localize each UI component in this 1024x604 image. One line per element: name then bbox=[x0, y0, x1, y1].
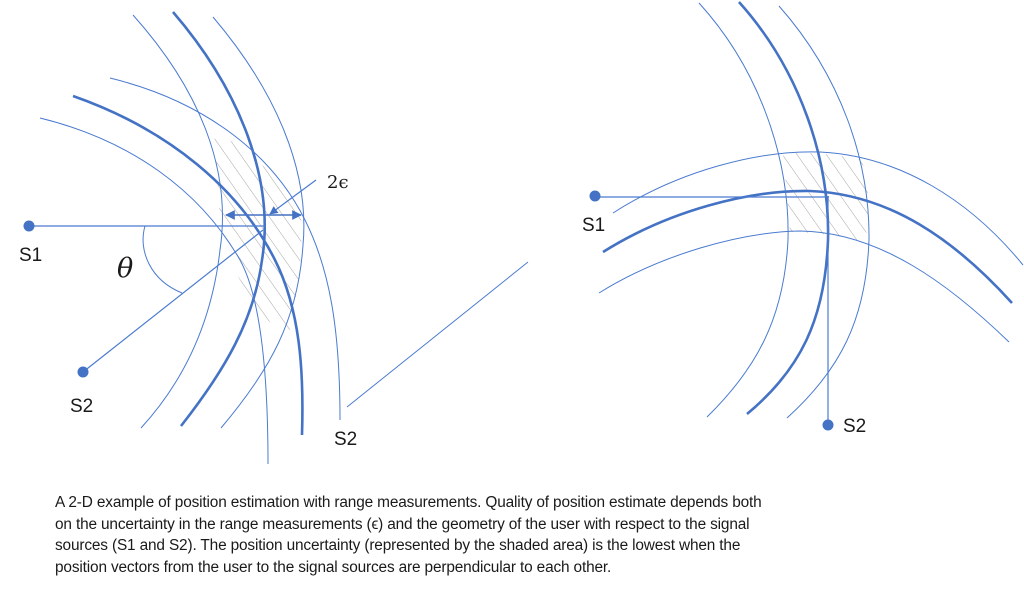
right-s1-label: S1 bbox=[582, 215, 606, 236]
caption-line: A 2-D example of position estimation wit… bbox=[55, 494, 762, 511]
left-s2-inner-arc bbox=[39, 117, 269, 465]
right-s1-lower-arc bbox=[598, 230, 1010, 343]
two-epsilon-pointer bbox=[269, 179, 317, 215]
left-s2-label: S2 bbox=[70, 396, 94, 417]
left-s2-range-arc bbox=[72, 94, 304, 436]
right-geometry-diagram bbox=[589, 1, 1024, 431]
right-s2-dot bbox=[822, 419, 834, 431]
range-geometry-figure bbox=[23, 1, 1024, 465]
left-s1-inner-arc bbox=[132, 14, 223, 429]
connector-line bbox=[346, 261, 529, 408]
left-s1-outer-arc bbox=[212, 16, 305, 429]
right-s1-upper-arc bbox=[612, 151, 1024, 266]
caption-line: on the uncertainty in the range measurem… bbox=[55, 515, 750, 533]
left-s2-outer-arc bbox=[109, 77, 341, 421]
right-s2-label: S2 bbox=[843, 416, 867, 437]
left-geometry-diagram bbox=[23, 11, 341, 465]
caption-line: sources (S1 and S2). The position uncert… bbox=[55, 537, 741, 555]
right-s1-dot bbox=[589, 190, 601, 202]
figure-caption: A 2-D example of position estimation wit… bbox=[55, 492, 985, 578]
left-s2-vector bbox=[82, 229, 264, 373]
theta-label: θ bbox=[117, 253, 134, 284]
right-s1-range-arc bbox=[602, 189, 1013, 304]
caption-line: position vectors from the user to the si… bbox=[55, 558, 612, 576]
left-s1-label: S1 bbox=[19, 245, 43, 266]
left-s1-dot bbox=[23, 220, 35, 232]
two-epsilon-label: 2ϵ bbox=[327, 172, 349, 193]
theta-arc bbox=[142, 225, 183, 294]
right-s2-left-arc bbox=[698, 2, 789, 418]
left-outer-s2-label: S2 bbox=[334, 429, 358, 450]
right-s2-right-arc bbox=[778, 5, 870, 419]
left-s2-dot bbox=[77, 366, 89, 378]
left-s1-range-arc bbox=[172, 11, 266, 427]
